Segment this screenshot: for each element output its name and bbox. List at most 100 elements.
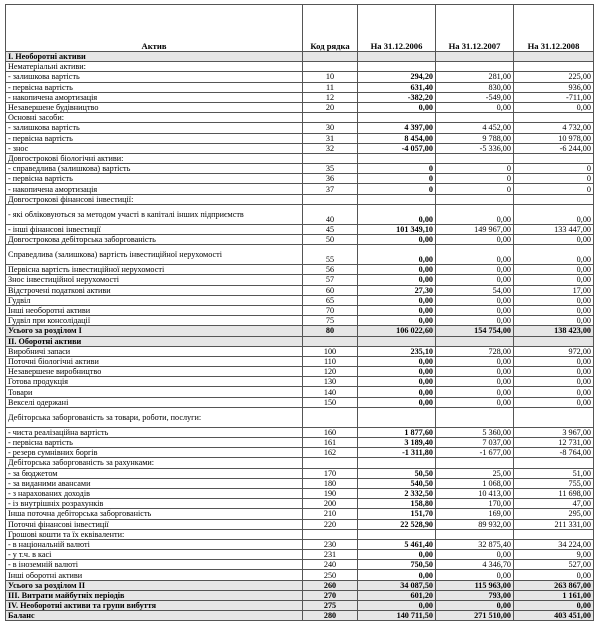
table-row: Товари 140 0,00 0,00 0,00 bbox=[5, 386, 594, 398]
row-label: Усього за розділом I bbox=[5, 325, 303, 337]
cell-value: 0,00 bbox=[435, 294, 514, 306]
row-label: - первісна вартість bbox=[5, 81, 303, 93]
cell-value: 170,00 bbox=[435, 498, 514, 510]
empty-cell bbox=[513, 335, 594, 347]
cell-value: 0,00 bbox=[513, 355, 594, 368]
cell-value: 0 bbox=[513, 183, 594, 195]
empty-cell bbox=[357, 528, 436, 540]
row-code: 130 bbox=[302, 376, 358, 388]
cell-value: 50,50 bbox=[357, 467, 436, 479]
cell-value: 0 bbox=[357, 173, 436, 185]
empty-cell bbox=[302, 528, 358, 540]
cell-value: 7 037,00 bbox=[435, 436, 514, 449]
cell-value: 151,70 bbox=[357, 508, 436, 520]
row-label: - чиста реалізаційна вартість bbox=[5, 426, 303, 439]
table-row: Інші оборотні активи 250 0,00 0,00 0,00 bbox=[5, 569, 594, 581]
cell-value: 0,00 bbox=[513, 233, 594, 246]
table-row: Виробничі запаси 100 235,10 728,00 972,00 bbox=[5, 345, 594, 357]
cell-value: 0 bbox=[435, 173, 514, 185]
table-row: - первісна вартість 31 8 454,00 9 788,00 10 … bbox=[5, 132, 594, 144]
row-code: 40 bbox=[302, 203, 358, 225]
row-code: 20 bbox=[302, 101, 358, 114]
empty-cell bbox=[302, 152, 358, 165]
table-row: Незавершене будівництво 20 0,00 0,00 0,00 bbox=[5, 101, 594, 114]
cell-value: 0,00 bbox=[357, 233, 436, 246]
row-code: 36 bbox=[302, 173, 358, 185]
row-label: Інші необоротні активи bbox=[5, 304, 303, 317]
cell-value: 5 461,40 bbox=[357, 538, 436, 551]
table-row: II. Оборотні активи bbox=[5, 335, 594, 347]
empty-cell bbox=[357, 193, 436, 205]
empty-cell bbox=[302, 61, 358, 73]
table-row: Поточні фінансові інвестиції 220 22 528,90… bbox=[5, 518, 594, 530]
cell-value: 0,00 bbox=[513, 304, 594, 317]
cell-value: 0 bbox=[435, 163, 514, 175]
empty-cell bbox=[357, 112, 436, 124]
row-label: Поточні фінансові інвестиції bbox=[5, 518, 303, 530]
cell-value: 0 bbox=[513, 173, 594, 185]
empty-cell bbox=[513, 193, 594, 205]
cell-value: 225,00 bbox=[513, 71, 594, 83]
cell-value: 2 332,50 bbox=[357, 487, 436, 500]
row-label: III. Витрати майбутніх періодів bbox=[5, 589, 303, 602]
row-code: 31 bbox=[302, 132, 358, 144]
empty-cell bbox=[435, 528, 514, 540]
empty-cell bbox=[435, 152, 514, 165]
empty-cell bbox=[302, 406, 358, 428]
cell-value: -1 677,00 bbox=[435, 447, 514, 459]
table-row: - які обліковуються за методом участі в … bbox=[5, 203, 594, 225]
empty-cell bbox=[302, 335, 358, 347]
row-code: 250 bbox=[302, 569, 358, 581]
cell-value: 0,00 bbox=[357, 376, 436, 388]
row-code: 150 bbox=[302, 396, 358, 408]
cell-value: 0,00 bbox=[357, 386, 436, 398]
table-row: Основні засоби: bbox=[5, 112, 594, 124]
row-label: Дебіторська заборгованість за товари, ро… bbox=[5, 406, 303, 428]
cell-value: 0,00 bbox=[513, 599, 594, 612]
table-row: I. Необоротні активи bbox=[5, 50, 594, 63]
cell-value: 140 711,50 bbox=[357, 610, 436, 622]
table-row: Поточні біологічні активи 110 0,00 0,00 0,00 bbox=[5, 355, 594, 368]
row-code: 50 bbox=[302, 233, 358, 246]
row-label: - інші фінансові інвестиції bbox=[5, 223, 303, 236]
cell-value: 11 698,00 bbox=[513, 487, 594, 500]
cell-value: 158,80 bbox=[357, 498, 436, 510]
row-label: Готова продукція bbox=[5, 376, 303, 388]
cell-value: 294,20 bbox=[357, 71, 436, 83]
empty-cell bbox=[302, 193, 358, 205]
cell-value: 527,00 bbox=[513, 559, 594, 571]
cell-value: 34 087,50 bbox=[357, 579, 436, 591]
row-label: - накопичена амортизація bbox=[5, 91, 303, 103]
row-code: 230 bbox=[302, 538, 358, 551]
row-code: 30 bbox=[302, 122, 358, 134]
header-row: Актив Код рядка На 31.12.2006 На 31.12.2007… bbox=[5, 4, 594, 52]
cell-value: 295,00 bbox=[513, 508, 594, 520]
table-row: Дебіторська заборгованість за рахунками: bbox=[5, 457, 594, 469]
row-code: 10 bbox=[302, 71, 358, 83]
cell-value: 0,00 bbox=[357, 294, 436, 306]
table-row: Усього за розділом I 80 106 022,60 154 754,… bbox=[5, 325, 594, 337]
cell-value: 115 963,00 bbox=[435, 579, 514, 591]
cell-value: 0,00 bbox=[435, 396, 514, 408]
row-code: 162 bbox=[302, 447, 358, 459]
cell-value: 0 bbox=[513, 163, 594, 175]
cell-value: 0,00 bbox=[357, 315, 436, 327]
cell-value: 12 731,00 bbox=[513, 436, 594, 449]
cell-value: 601,20 bbox=[357, 589, 436, 602]
table-row: Незавершене виробництво 120 0,00 0,00 0,00 bbox=[5, 366, 594, 378]
cell-value: 32 875,40 bbox=[435, 538, 514, 551]
empty-cell bbox=[513, 406, 594, 428]
cell-value: 793,00 bbox=[435, 589, 514, 602]
table-row: Усього за розділом II 260 34 087,50 115 963… bbox=[5, 579, 594, 591]
row-label: - в іноземній валюті bbox=[5, 559, 303, 571]
row-code: 275 bbox=[302, 599, 358, 612]
row-label: - які обліковуються за методом участі в … bbox=[5, 203, 303, 225]
empty-cell bbox=[302, 112, 358, 124]
cell-value: 211 331,00 bbox=[513, 518, 594, 530]
table-row: - в національній валюті 230 5 461,40 32 875… bbox=[5, 538, 594, 551]
table-row: - за бюджетом 170 50,50 25,00 51,00 bbox=[5, 467, 594, 479]
cell-value: 0,00 bbox=[513, 101, 594, 114]
table-row: - накопичена амортизація 37 0 0 0 bbox=[5, 183, 594, 195]
cell-value: 149 967,00 bbox=[435, 223, 514, 236]
